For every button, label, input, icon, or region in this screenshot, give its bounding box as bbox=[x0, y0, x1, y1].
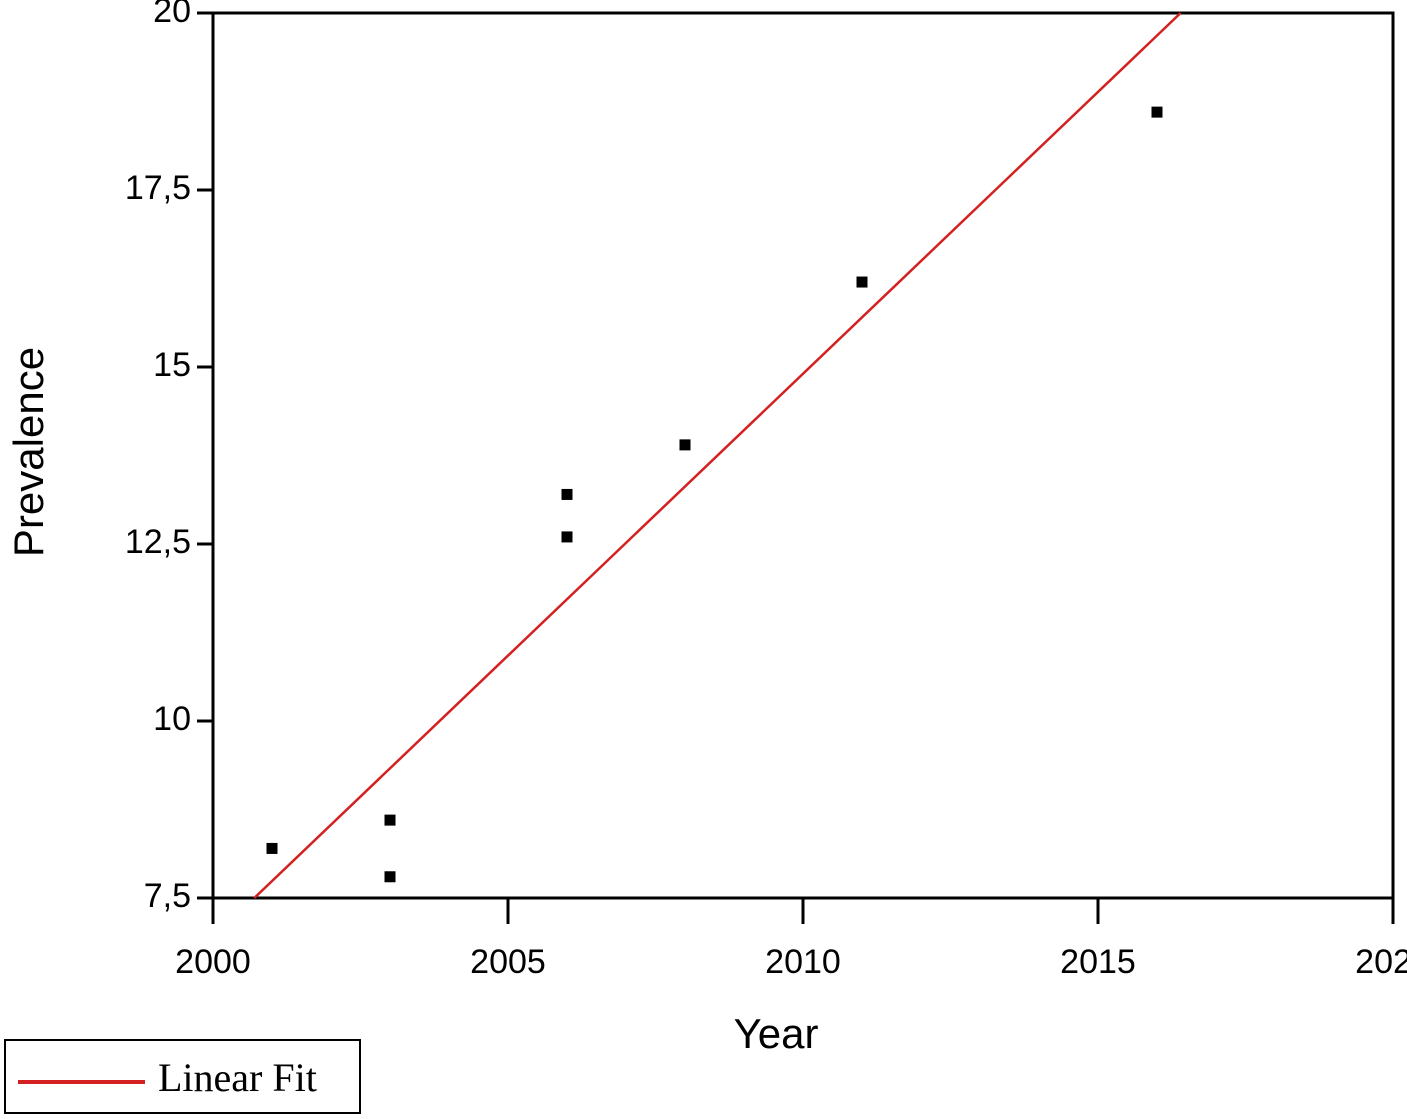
y-tick-label: 10 bbox=[153, 700, 191, 738]
y-tick-label: 20 bbox=[153, 0, 191, 30]
data-point bbox=[1151, 106, 1163, 118]
data-point bbox=[679, 439, 691, 451]
x-tick-label: 2000 bbox=[175, 943, 251, 981]
y-tick-label: 17,5 bbox=[125, 169, 191, 207]
data-point bbox=[384, 814, 396, 826]
plot-frame bbox=[211, 11, 1395, 900]
fit-line bbox=[253, 12, 1182, 899]
x-tick-label: 2010 bbox=[765, 943, 841, 981]
legend-box bbox=[4, 1039, 361, 1114]
data-point bbox=[856, 276, 868, 288]
y-tick-label: 15 bbox=[153, 346, 191, 384]
x-tick-label: 2015 bbox=[1060, 943, 1136, 981]
data-point bbox=[561, 531, 573, 543]
y-axis-title: Prevalence bbox=[5, 347, 52, 557]
data-point bbox=[384, 871, 396, 883]
y-tick-label: 12,5 bbox=[125, 523, 191, 561]
y-tick-label: 7,5 bbox=[144, 877, 191, 915]
x-tick-label: 2005 bbox=[470, 943, 546, 981]
legend-label: Linear Fit bbox=[158, 1055, 317, 1100]
data-point bbox=[561, 488, 573, 500]
data-point bbox=[266, 842, 278, 854]
x-axis-title: Year bbox=[734, 1010, 819, 1057]
